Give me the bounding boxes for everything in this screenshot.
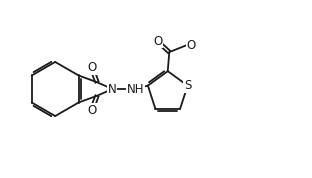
Text: O: O xyxy=(87,104,96,117)
Text: S: S xyxy=(184,79,191,92)
Text: O: O xyxy=(87,61,96,74)
Text: NH: NH xyxy=(127,82,144,96)
Text: O: O xyxy=(153,35,162,48)
Text: O: O xyxy=(187,39,196,52)
Text: N: N xyxy=(108,82,117,96)
